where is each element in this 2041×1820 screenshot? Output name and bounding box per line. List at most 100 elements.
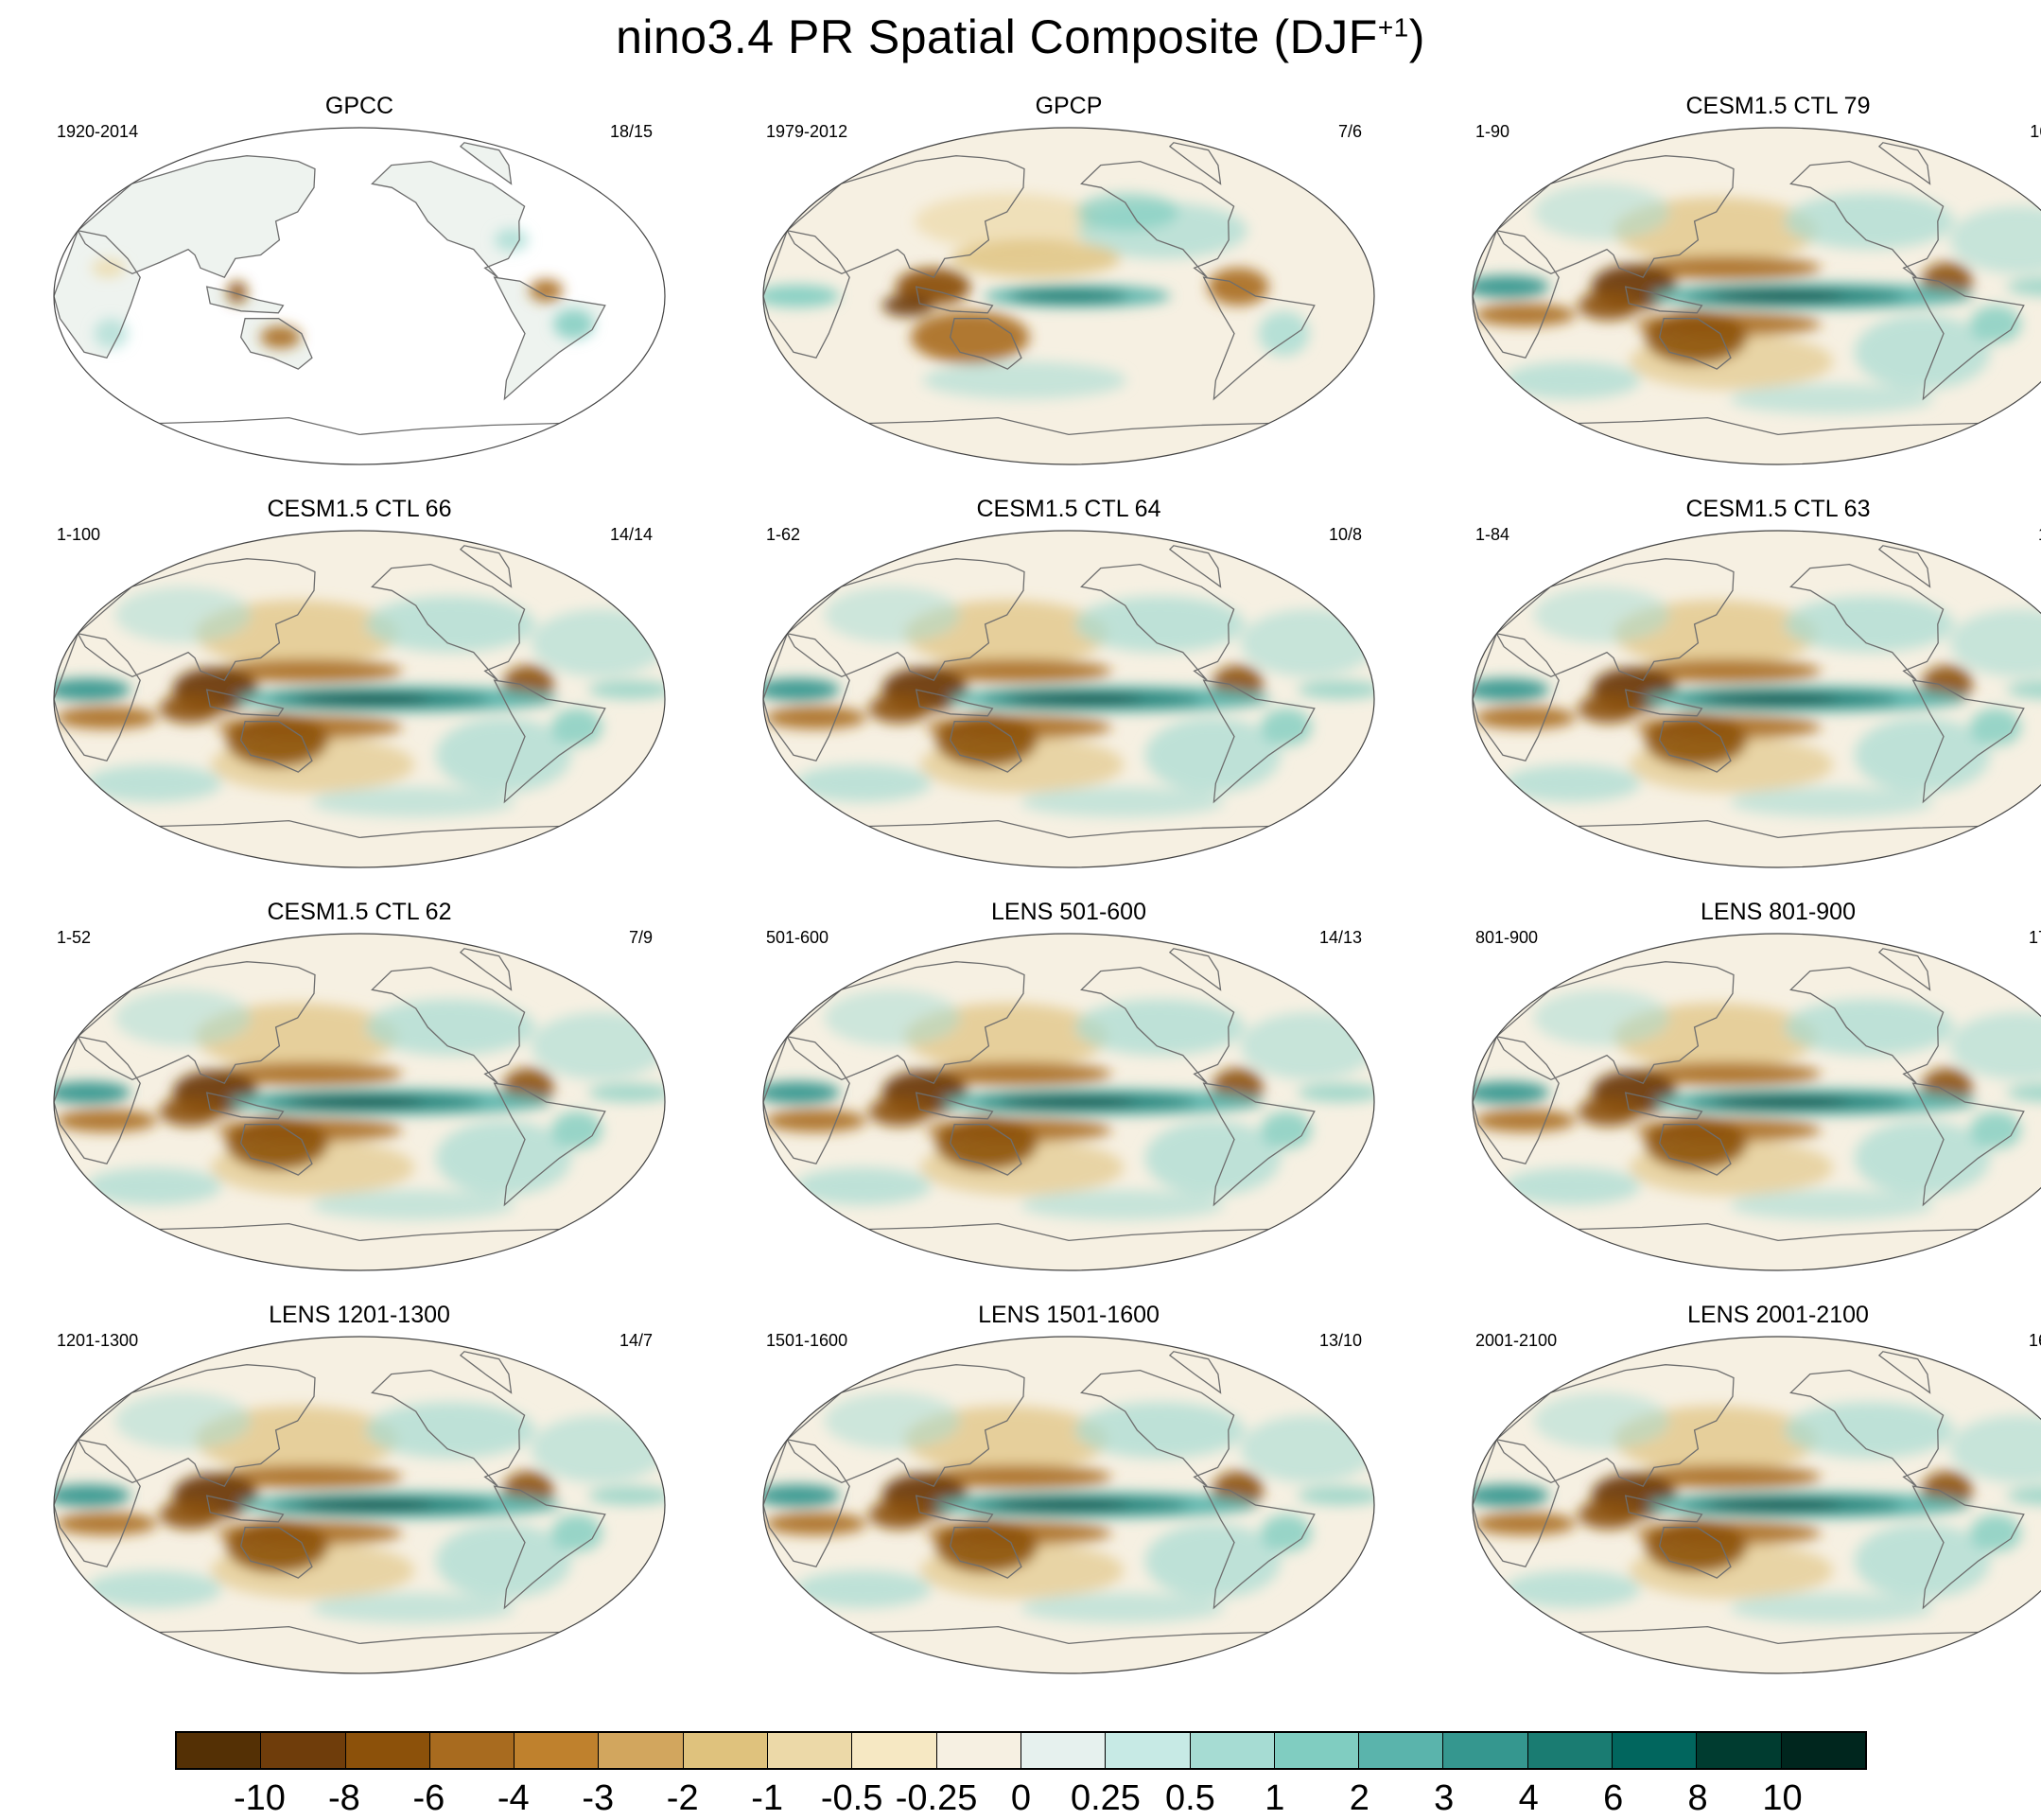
panel-period: 801-900 <box>1475 928 1539 947</box>
figure-title: nino3.4 PR Spatial Composite (DJF+1) <box>616 10 1425 63</box>
anomaly-patch <box>1297 680 1374 700</box>
anomaly-patch <box>85 1167 222 1205</box>
coastline-namerica <box>371 563 526 681</box>
colorbar-label: -2 <box>666 1778 699 1818</box>
anomaly-patch <box>1076 193 1178 231</box>
coastline-australia <box>950 318 1022 370</box>
colorbar-label: 0 <box>1010 1778 1032 1818</box>
anomaly-patch <box>1241 1415 1374 1483</box>
panel-event-count: 16/11 <box>2030 122 2041 141</box>
colorbar-label: 0.25 <box>1070 1778 1141 1818</box>
colorbar-box <box>261 1733 346 1768</box>
map-border <box>762 1336 1375 1674</box>
map-plot <box>53 933 666 1271</box>
coastline-africa <box>763 1439 850 1568</box>
panel-period: 1-52 <box>57 928 92 947</box>
coastline-indonesia <box>915 689 994 717</box>
panel-title: GPCC <box>324 93 394 119</box>
panel-event-count: 7/6 <box>1337 122 1362 141</box>
coastline-indonesia <box>915 1092 994 1120</box>
map-plot <box>53 530 666 868</box>
panel-period: 1-62 <box>766 525 801 544</box>
anomaly-patch <box>764 706 867 729</box>
map-panel: GPCC 1920-2014 18/15 <box>47 93 672 471</box>
map-border <box>1472 127 2041 465</box>
colorbar-box <box>936 1733 1021 1768</box>
land-indonesia <box>206 287 284 313</box>
anomaly-patch <box>1578 693 1640 724</box>
coastline-namerica <box>1080 966 1235 1084</box>
coastline-greenland <box>459 142 513 185</box>
anomaly-patch <box>159 1499 221 1530</box>
anomaly-patch <box>1473 1081 1550 1105</box>
colorbar-label: -8 <box>327 1778 360 1818</box>
anomaly-patch <box>1007 694 1143 704</box>
colorbar-box <box>1613 1733 1698 1768</box>
anomaly-patch <box>216 1062 403 1086</box>
map-background <box>54 128 665 464</box>
map-panel: LENS 501-600 501-600 14/13 <box>757 899 1381 1277</box>
colorbar-box <box>429 1733 515 1768</box>
anomaly-patch <box>1578 1096 1640 1127</box>
anomaly-patch <box>1634 1062 1822 1086</box>
coastline-antarctica <box>868 819 1269 839</box>
anomaly-patch <box>1473 678 1550 702</box>
anomaly-patch <box>1261 1111 1312 1149</box>
coastline-australia <box>1659 1527 1732 1579</box>
anomaly-patch <box>365 999 536 1056</box>
anomaly-patch <box>763 285 840 307</box>
coastline-namerica <box>371 1369 526 1487</box>
coastline-greenland <box>1877 142 1931 185</box>
coastline-namerica <box>1789 966 1945 1084</box>
anomaly-patch <box>1533 586 1670 643</box>
anomaly-patch <box>1730 1190 1934 1220</box>
anomaly-patch <box>1645 310 1747 364</box>
anomaly-patch <box>1634 256 1822 280</box>
map-border <box>1472 933 2041 1271</box>
coastline-indonesia <box>915 286 994 314</box>
map-plot <box>53 1336 666 1674</box>
coastline-samerica <box>1911 679 2025 804</box>
anomaly-patch <box>1970 708 2021 746</box>
coastline-eurasia <box>77 961 316 1085</box>
map-plot <box>1472 127 2041 465</box>
coastline-namerica <box>371 160 526 278</box>
map-border <box>762 530 1375 868</box>
coastline-australia <box>950 721 1022 773</box>
coastline-australia <box>1659 318 1732 370</box>
anomaly-patch <box>1645 1519 1747 1573</box>
anomaly-patch <box>1009 289 1128 303</box>
anomaly-patch <box>529 279 564 302</box>
map-border <box>1472 530 2041 868</box>
anomaly-patch <box>1020 1593 1225 1623</box>
anomaly-patch <box>1533 184 1670 240</box>
anomaly-patch <box>1854 717 1991 793</box>
coastline-namerica <box>1789 1369 1945 1487</box>
anomaly-patch <box>1645 1116 1747 1170</box>
anomaly-patch <box>1474 303 1577 326</box>
anomaly-patch <box>311 1593 515 1623</box>
panel-event-count: 14/7 <box>2038 525 2041 545</box>
coastline-africa <box>1473 633 1560 762</box>
map-plot <box>1472 1336 2041 1674</box>
anomaly-patch <box>54 1484 131 1508</box>
anomaly-patch <box>1020 1190 1225 1220</box>
coastline-antarctica <box>159 819 560 839</box>
panel-period: 1-100 <box>57 525 101 544</box>
anomaly-patch <box>365 596 536 653</box>
coastline-antarctica <box>1578 819 1979 839</box>
panel-event-count: 18/15 <box>609 122 653 141</box>
map-panel: LENS 2001-2100 2001-2100 16/14 <box>1466 1302 2041 1680</box>
anomaly-patch <box>925 1465 1112 1489</box>
coastline-indonesia <box>1624 286 1703 314</box>
coastline-greenland <box>1168 545 1222 588</box>
anomaly-patch <box>1970 305 2021 343</box>
anomaly-patch <box>532 609 665 677</box>
colorbar-box <box>599 1733 684 1768</box>
coastline-indonesia <box>205 286 285 314</box>
anomaly-patch <box>1474 1109 1577 1132</box>
panel-title: GPCP <box>1035 93 1103 119</box>
anomaly-patch <box>1261 708 1312 746</box>
anomaly-patch <box>935 713 1038 767</box>
anomaly-patch <box>114 989 252 1046</box>
